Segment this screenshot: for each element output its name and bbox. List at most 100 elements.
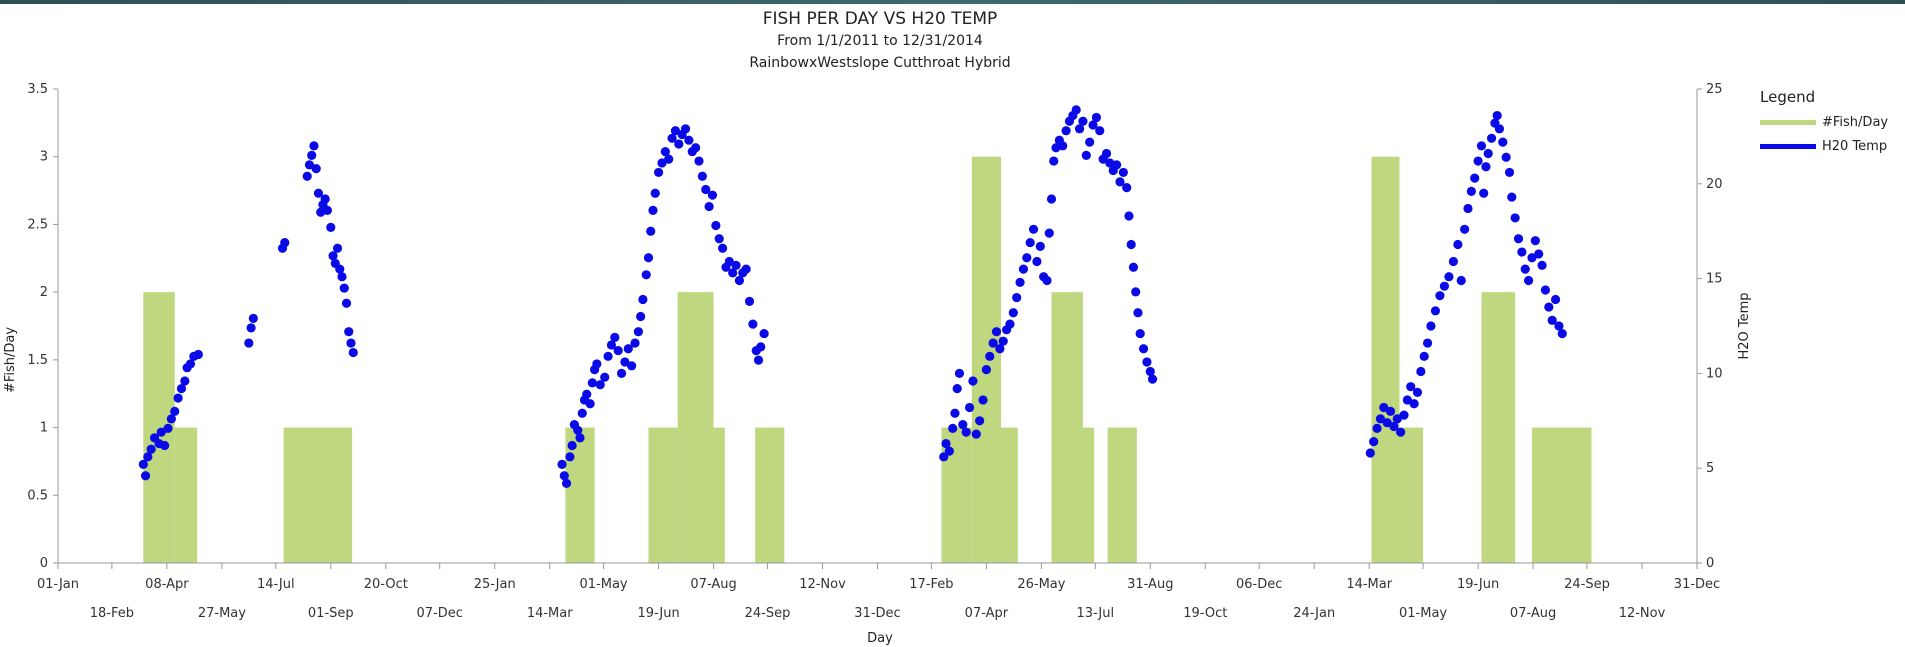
temp-point-15 (185, 359, 196, 369)
temp-point-18 (244, 338, 254, 348)
y-left-tick-label-2: 1 (40, 421, 48, 436)
temp-point-90 (694, 156, 704, 166)
temp-point-41 (344, 327, 354, 337)
temp-point-79 (657, 158, 667, 168)
temp-point-51 (575, 433, 585, 443)
fish-bar-6 (713, 427, 725, 563)
temp-point-160 (1095, 126, 1105, 136)
temp-point-143 (1042, 275, 1052, 286)
x-tick-label-row2-1: 27-May (198, 606, 246, 621)
temp-point-42 (346, 338, 356, 348)
temp-point-77 (650, 188, 660, 198)
temp-point-80 (660, 146, 670, 157)
temp-point-138 (1025, 237, 1035, 248)
temp-point-118 (958, 419, 968, 430)
x-tick-label-row1-0: 01-Jan (37, 577, 79, 592)
temp-point-120 (964, 402, 975, 413)
fish-bar-4 (648, 427, 678, 563)
temp-point-60 (600, 372, 610, 382)
temp-point-72 (638, 294, 648, 305)
temp-point-31 (320, 194, 330, 204)
bars-layer (143, 156, 1592, 563)
temp-point-219 (1501, 152, 1511, 162)
temp-point-59 (595, 380, 605, 390)
temp-point-190 (1402, 395, 1412, 405)
temp-point-92 (701, 184, 711, 195)
temp-point-207 (1466, 186, 1476, 196)
temp-point-109 (756, 342, 766, 352)
temp-point-50 (573, 425, 583, 435)
temp-point-216 (1492, 110, 1502, 121)
temp-point-159 (1091, 112, 1102, 123)
temp-point-132 (1005, 319, 1015, 329)
x-tick-label-row2-3: 07-Dec (416, 606, 462, 621)
temp-point-189 (1399, 410, 1409, 420)
temp-point-91 (697, 171, 707, 181)
x-tick-label-row2-8: 07-Apr (965, 606, 1009, 621)
temp-point-82 (667, 133, 677, 143)
x-tick-label-row1-1: 08-Apr (145, 577, 189, 592)
temp-point-86 (680, 124, 691, 134)
temp-point-87 (684, 135, 694, 145)
temp-point-78 (653, 167, 664, 178)
temp-point-106 (748, 319, 758, 329)
temp-point-66 (620, 357, 630, 367)
y-right-tick-label-0: 0 (1706, 556, 1714, 571)
temp-point-26 (309, 141, 319, 151)
x-tick-label-row1-15: 31-Dec (1674, 577, 1720, 592)
temp-point-84 (674, 139, 684, 149)
temp-point-34 (328, 251, 338, 261)
x-tick-label-row1-14: 24-Sep (1564, 577, 1610, 592)
temp-point-205 (1460, 224, 1470, 234)
temp-point-116 (952, 383, 962, 394)
window-top-bar (0, 0, 1905, 4)
temp-point-36 (332, 243, 343, 253)
temp-point-123 (975, 416, 985, 426)
y-left-tick-label-1: 0.5 (27, 488, 48, 503)
chart-subtitle: From 1/1/2011 to 12/31/2014 (777, 33, 983, 49)
temp-point-43 (348, 347, 358, 358)
temp-point-209 (1473, 156, 1483, 166)
fish-bar-12 (1082, 427, 1095, 563)
x-tick-label-row1-11: 06-Dec (1236, 577, 1282, 592)
temp-point-95 (711, 220, 721, 231)
fish-bar-9 (971, 156, 1001, 563)
temp-point-128 (991, 327, 1002, 337)
y-right-tick-label-4: 20 (1706, 177, 1723, 192)
temp-point-186 (1389, 421, 1399, 432)
temp-point-212 (1481, 162, 1491, 172)
temp-point-156 (1081, 150, 1091, 160)
temp-point-134 (1012, 292, 1022, 303)
temp-point-217 (1494, 124, 1505, 134)
temp-point-13 (180, 376, 190, 386)
x-tick-label-row1-12: 14-Mar (1346, 577, 1392, 592)
temp-point-168 (1122, 182, 1132, 193)
x-tick-label-row2-4: 14-Mar (527, 606, 573, 621)
temp-point-137 (1022, 253, 1032, 263)
x-tick-label-row1-10: 31-Aug (1127, 577, 1173, 592)
x-tick-label-row1-13: 19-Jun (1457, 577, 1499, 592)
temp-point-122 (971, 429, 981, 439)
temp-point-8 (163, 423, 173, 433)
temp-point-62 (606, 340, 617, 350)
temp-point-182 (1375, 414, 1386, 424)
temp-point-140 (1032, 256, 1042, 267)
temp-point-200 (1439, 281, 1450, 291)
temp-point-165 (1112, 160, 1122, 170)
temp-point-208 (1470, 173, 1480, 183)
temp-point-236 (1557, 328, 1567, 339)
temp-point-223 (1513, 234, 1524, 244)
temp-point-68 (627, 361, 637, 371)
temp-point-136 (1018, 264, 1029, 274)
temp-point-112 (941, 438, 951, 449)
x-tick-label-row1-4: 25-Jan (474, 577, 516, 592)
temp-point-28 (313, 188, 324, 198)
temp-point-149 (1058, 141, 1068, 151)
temp-point-166 (1115, 177, 1125, 187)
fish-bar-2 (283, 427, 353, 563)
temp-point-6 (156, 427, 166, 437)
temp-point-22 (280, 237, 290, 248)
x-tick-label-row2-7: 31-Dec (854, 606, 900, 621)
temp-point-61 (603, 351, 613, 361)
